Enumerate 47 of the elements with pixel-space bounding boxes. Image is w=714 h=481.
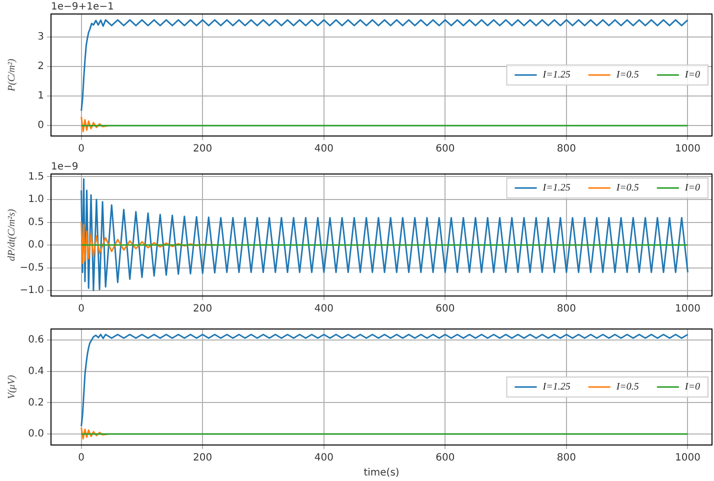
y-tick-label: 0.6 — [28, 334, 44, 346]
x-tick-label: 0 — [78, 452, 85, 464]
y-tick-label: 0.2 — [28, 397, 44, 408]
legend-label: I=0.5 — [615, 182, 639, 194]
y-axis-title: P(C/m²) — [6, 58, 18, 92]
y-tick-label: 0 — [38, 120, 44, 132]
y-tick-label: −0.5 — [20, 262, 44, 274]
x-tick-label: 600 — [436, 452, 455, 464]
x-tick-label: 600 — [436, 144, 455, 155]
y-tick-label: 0.5 — [28, 216, 44, 228]
y-tick-label: 0.4 — [28, 366, 44, 377]
x-tick-label: 400 — [314, 452, 334, 464]
x-tick-label: 800 — [556, 144, 576, 155]
x-tick-label: 200 — [193, 452, 212, 464]
legend-label: I=0 — [684, 70, 700, 81]
x-tick-label: 400 — [314, 304, 334, 315]
x-tick-label: 1000 — [675, 304, 700, 315]
y-tick-label: −1.0 — [20, 285, 44, 296]
x-tick-label: 1000 — [675, 452, 700, 464]
y-axis-title: dP/dt(C/m²s) — [6, 208, 18, 261]
y-tick-label: 1 — [38, 90, 44, 102]
legend-label: I=0 — [684, 382, 700, 393]
legend-label: I=0 — [684, 182, 700, 194]
y-tick-label: 2 — [38, 61, 44, 72]
y-tick-label: 3 — [38, 31, 44, 42]
x-axis-title: time(s) — [364, 468, 400, 479]
legend-label: I=1.25 — [542, 182, 570, 194]
y-tick-label: 1.0 — [28, 194, 44, 206]
x-tick-label: 400 — [314, 144, 334, 155]
legend-label: I=0.5 — [615, 382, 639, 393]
text: 1e−9 — [51, 162, 78, 173]
legend-label: I=1.25 — [542, 382, 570, 393]
y-tick-label: 0.0 — [28, 428, 44, 440]
x-tick-label: 800 — [556, 304, 576, 315]
x-tick-label: 1000 — [675, 144, 700, 155]
y-axis-title: V(μV) — [6, 374, 18, 399]
x-tick-label: 0 — [78, 144, 85, 155]
x-tick-label: 0 — [78, 304, 85, 315]
x-tick-label: 800 — [556, 452, 576, 464]
y-tick-label: 1.5 — [28, 171, 44, 182]
text: 1e−9+1e−1 — [51, 2, 114, 13]
legend-label: I=0.5 — [615, 70, 639, 81]
x-tick-label: 200 — [193, 304, 212, 315]
x-tick-label: 200 — [193, 144, 212, 155]
y-tick-label: 0.0 — [28, 240, 44, 251]
legend-label: I=1.25 — [542, 70, 570, 81]
x-tick-label: 600 — [436, 304, 455, 315]
